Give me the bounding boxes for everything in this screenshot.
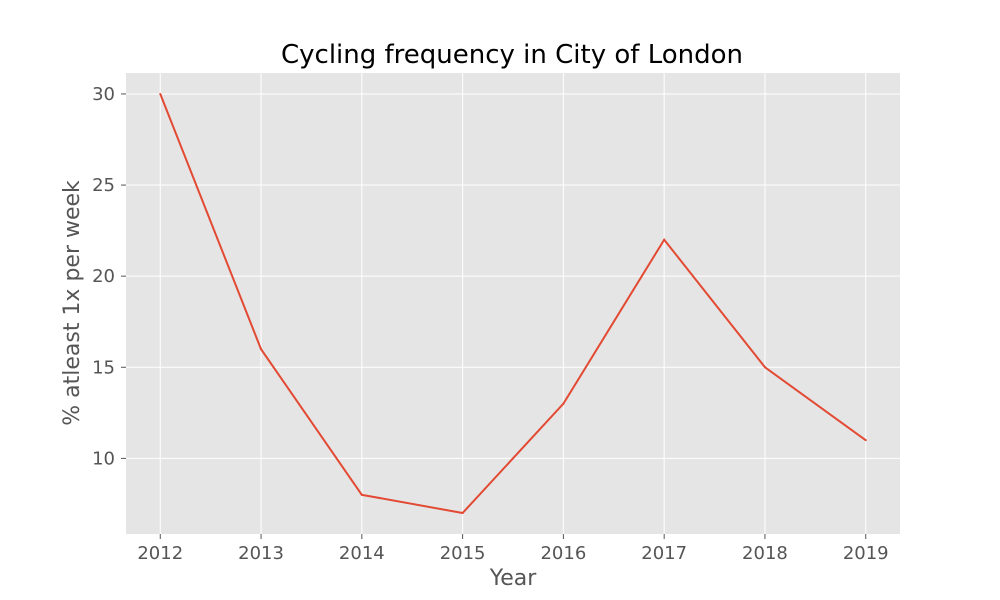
x-tick-label: 2017 — [641, 543, 687, 564]
data-points — [159, 92, 867, 515]
x-tick-label: 2015 — [440, 543, 486, 564]
y-tick-label: 20 — [92, 266, 115, 287]
data-point — [159, 92, 162, 95]
y-tick-label: 25 — [92, 175, 115, 196]
y-tick-label: 15 — [92, 357, 115, 378]
x-tick-label: 2012 — [137, 543, 183, 564]
x-tick-label: 2016 — [540, 543, 586, 564]
x-axis-label: Year — [489, 566, 538, 591]
x-tick-label: 2014 — [339, 543, 385, 564]
chart-title: Cycling frequency in City of London — [281, 40, 743, 70]
data-point — [562, 402, 565, 405]
data-point — [663, 238, 666, 241]
x-axis-ticks: 2012 2013 2014 2015 2016 2017 2018 2019 — [137, 534, 889, 564]
data-point — [763, 366, 766, 369]
x-tick-label: 2013 — [238, 543, 284, 564]
y-axis-ticks: 10 15 20 25 30 — [92, 84, 126, 469]
grid-lines — [126, 73, 900, 534]
data-point — [360, 493, 363, 496]
data-point — [260, 348, 263, 351]
series-line — [159, 93, 867, 515]
x-tick-label: 2019 — [843, 543, 889, 564]
data-point — [461, 512, 464, 515]
y-tick-label: 10 — [92, 448, 115, 469]
x-tick-label: 2018 — [742, 543, 788, 564]
y-tick-label: 30 — [92, 84, 115, 105]
y-axis-label: % atleast 1x per week — [60, 180, 85, 426]
data-point — [864, 439, 867, 442]
